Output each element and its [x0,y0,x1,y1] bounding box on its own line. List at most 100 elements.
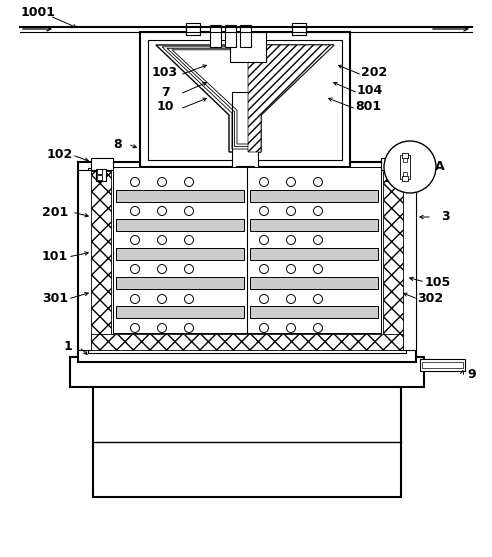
Circle shape [259,178,269,187]
Circle shape [313,207,322,216]
Circle shape [259,324,269,333]
Bar [186,23,200,35]
Bar [78,162,416,362]
Text: 302: 302 [417,292,443,305]
Text: 10: 10 [156,100,174,114]
Circle shape [130,295,140,304]
Circle shape [157,324,166,333]
Circle shape [259,265,269,273]
Circle shape [157,178,166,187]
Bar [250,306,378,318]
Text: 104: 104 [357,85,383,97]
Text: 102: 102 [47,149,73,162]
Text: 1: 1 [63,340,72,354]
Circle shape [184,178,193,187]
Text: 7: 7 [160,86,169,99]
Polygon shape [156,45,334,152]
Circle shape [286,265,296,273]
Bar [386,169,396,181]
Bar [383,171,403,350]
Bar [210,25,221,47]
Circle shape [313,295,322,304]
Bar [402,153,408,158]
Bar [232,92,258,167]
Bar [381,158,403,170]
Circle shape [286,178,296,187]
Bar [230,32,266,62]
Circle shape [157,295,166,304]
Circle shape [384,141,436,193]
Circle shape [157,236,166,245]
Circle shape [259,207,269,216]
Bar [97,175,102,180]
Circle shape [130,236,140,245]
Circle shape [259,295,269,304]
Text: 105: 105 [425,276,451,289]
Text: 801: 801 [355,100,381,114]
Text: 1001: 1001 [21,7,56,19]
Bar [91,171,111,350]
Circle shape [130,178,140,187]
Bar [420,359,465,371]
Bar [387,169,392,174]
Bar [93,382,401,497]
Bar [422,362,463,368]
Bar [88,168,406,353]
Circle shape [286,324,296,333]
Text: 301: 301 [42,292,68,305]
Circle shape [313,178,322,187]
Bar [78,170,92,350]
Circle shape [313,265,322,273]
Circle shape [184,207,193,216]
Circle shape [130,324,140,333]
Bar [140,32,350,167]
Text: A: A [435,160,445,173]
Bar [116,306,244,318]
Bar [402,170,416,350]
Bar [402,176,408,181]
Bar [113,167,381,333]
Bar [225,25,236,47]
Bar [292,23,306,35]
Text: 201: 201 [42,206,68,218]
Bar [250,190,378,202]
Polygon shape [248,45,334,152]
Bar [70,357,424,387]
Bar [240,25,251,47]
Text: 8: 8 [114,138,123,150]
Circle shape [184,236,193,245]
Text: 202: 202 [361,66,387,80]
Bar [403,158,407,162]
Bar [148,40,342,160]
Bar [250,277,378,289]
Text: 9: 9 [468,368,476,380]
Bar [250,248,378,260]
Circle shape [130,265,140,273]
Bar [91,334,403,350]
Circle shape [286,207,296,216]
Bar [236,166,254,234]
Circle shape [157,207,166,216]
Bar [116,248,244,260]
Circle shape [286,295,296,304]
Circle shape [130,207,140,216]
Bar [250,219,378,231]
Bar [116,219,244,231]
Text: 3: 3 [441,211,449,223]
Text: 103: 103 [152,66,178,80]
Bar [96,169,106,181]
Circle shape [184,295,193,304]
Circle shape [313,324,322,333]
Circle shape [313,236,322,245]
Bar [91,158,113,170]
Circle shape [259,236,269,245]
Bar [387,175,392,180]
Text: 101: 101 [42,251,68,263]
Circle shape [184,265,193,273]
Circle shape [184,324,193,333]
Bar [97,169,102,174]
Bar [400,155,410,179]
Circle shape [157,265,166,273]
Bar [403,172,407,176]
Bar [116,190,244,202]
